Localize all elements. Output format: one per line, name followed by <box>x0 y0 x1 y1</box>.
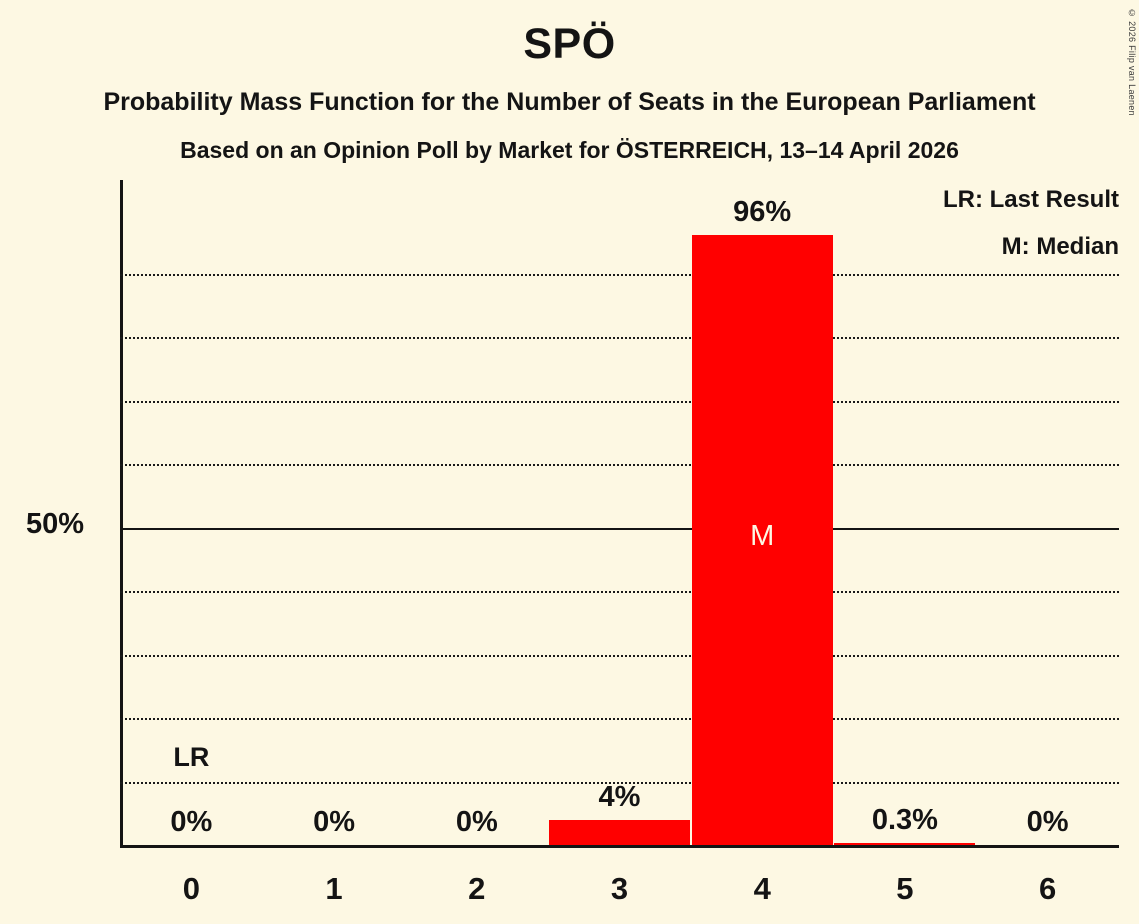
gridline-60 <box>120 464 1119 466</box>
x-tick-4: 4 <box>753 871 771 906</box>
gridline-70 <box>120 400 1119 403</box>
y-axis-line <box>120 180 123 845</box>
plot-area: M <box>120 180 1119 848</box>
gridline-50 <box>120 527 1119 530</box>
gridline-20 <box>120 718 1119 720</box>
x-axis-line <box>120 845 1119 848</box>
gridline-40 <box>120 591 1119 593</box>
bar-3[interactable] <box>549 819 690 845</box>
chart-source-line: Based on an Opinion Poll by Market for Ö… <box>180 137 959 163</box>
gridline-90 <box>120 273 1119 276</box>
copyright-notice: © 2026 Filip van Laenen <box>1127 8 1137 116</box>
value-label-1: 0% <box>313 806 356 838</box>
legend-item-median: M: Median <box>1001 233 1119 260</box>
bar-4[interactable]: M <box>691 235 833 845</box>
value-label-6: 0% <box>1026 806 1069 838</box>
page-title: SPÖ <box>523 20 616 68</box>
chart-subtitle: Probability Mass Function for the Number… <box>103 88 1036 116</box>
gridline-10 <box>120 781 1119 784</box>
value-label-0: 0% <box>170 806 213 838</box>
value-label-4: 96% <box>733 196 792 229</box>
x-tick-6: 6 <box>1039 871 1057 906</box>
legend-item-last-result: LR: Last Result <box>942 186 1119 213</box>
last-result-marker: LR <box>173 742 210 772</box>
value-label-5: 0.3% <box>871 804 938 837</box>
median-marker: M <box>750 520 775 553</box>
y-axis-tick-label-50: 50% <box>26 508 85 540</box>
gridline-30 <box>120 654 1119 657</box>
x-tick-3: 3 <box>610 871 629 906</box>
x-tick-2: 2 <box>468 871 486 906</box>
gridline-80 <box>120 337 1119 339</box>
x-tick-1: 1 <box>325 871 343 906</box>
x-tick-0: 0 <box>182 871 200 906</box>
value-label-2: 0% <box>455 806 498 838</box>
value-label-3: 4% <box>598 780 641 813</box>
x-tick-5: 5 <box>896 871 914 906</box>
bar-5[interactable] <box>834 843 976 845</box>
